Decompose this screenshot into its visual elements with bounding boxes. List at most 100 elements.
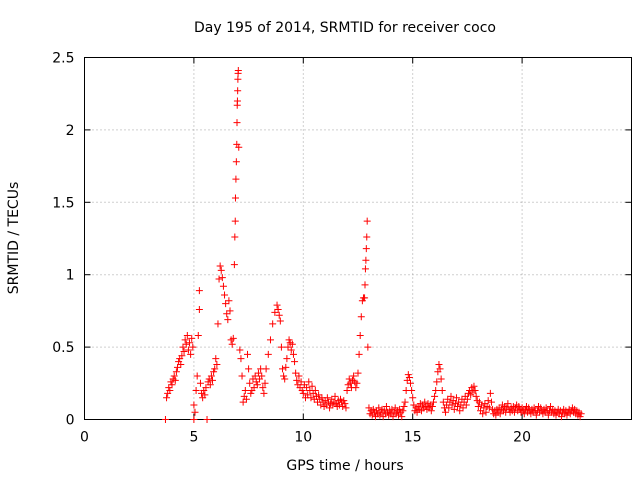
data-point (354, 369, 362, 377)
data-point (273, 301, 281, 309)
data-point (304, 391, 312, 399)
data-point (557, 413, 565, 421)
data-point (170, 372, 178, 380)
data-point (438, 387, 446, 395)
data-point (308, 382, 316, 390)
data-point (181, 336, 189, 344)
data-point (226, 307, 234, 315)
data-point (504, 400, 512, 408)
data-point (285, 336, 293, 344)
data-point (166, 387, 174, 395)
data-point (326, 404, 334, 412)
data-point (179, 343, 187, 351)
data-point (194, 332, 202, 340)
axes (84, 57, 632, 420)
data-point (448, 401, 456, 409)
plot-frame (84, 57, 632, 420)
x-tick-label: 10 (294, 430, 312, 446)
x-tick-label: 5 (189, 430, 198, 446)
data-point (239, 398, 247, 406)
data-point (222, 300, 230, 308)
data-point (207, 372, 215, 380)
data-point (401, 398, 409, 406)
data-point (201, 391, 209, 399)
data-point (577, 410, 585, 418)
data-point (487, 398, 495, 406)
data-point (191, 408, 199, 416)
data-point (329, 401, 337, 409)
data-point (250, 384, 258, 392)
data-point (298, 387, 306, 395)
data-point (228, 340, 236, 348)
data-point (245, 365, 253, 373)
data-point (484, 397, 492, 405)
data-point (361, 294, 369, 302)
data-point (224, 316, 232, 324)
data-point (172, 368, 180, 376)
data-point (232, 158, 240, 166)
data-point (295, 372, 303, 380)
data-point (433, 378, 441, 386)
data-point (183, 332, 191, 340)
data-point (252, 378, 260, 386)
data-point (454, 402, 462, 410)
data-point (297, 378, 305, 386)
data-point (376, 411, 384, 419)
data-point (352, 384, 360, 392)
data-point (542, 404, 550, 412)
data-point (237, 355, 245, 363)
data-point (369, 405, 377, 413)
data-point (236, 346, 244, 354)
data-point (452, 394, 460, 402)
data-point (532, 411, 540, 419)
data-point (456, 407, 464, 415)
tick-labels: 0 5 10 15 20 0 0.5 1 1.5 2 2.5 (52, 51, 531, 446)
data-point (238, 372, 246, 380)
data-point (231, 233, 239, 241)
data-point (202, 384, 210, 392)
data-point (496, 410, 504, 418)
data-point (244, 350, 252, 358)
data-point (362, 256, 370, 264)
data-point (407, 379, 415, 387)
data-point (459, 404, 467, 412)
data-point (389, 413, 397, 421)
data-point (208, 376, 216, 384)
data-point (356, 332, 364, 340)
data-point (195, 287, 203, 295)
data-point (431, 392, 439, 400)
y-axis-label: SRMTID / TECUs (6, 182, 22, 295)
data-point (377, 408, 385, 416)
data-point (442, 408, 450, 416)
data-point (323, 394, 331, 402)
data-point (552, 411, 560, 419)
data-point (163, 394, 171, 402)
data-point (486, 389, 494, 397)
data-point (485, 404, 493, 412)
data-point (291, 358, 299, 366)
data-point (353, 379, 361, 387)
data-point (284, 343, 292, 351)
data-point (188, 334, 196, 342)
data-point (336, 395, 344, 403)
data-point (307, 394, 315, 402)
grid-lines (84, 57, 632, 420)
data-point (515, 402, 523, 410)
data-point (190, 416, 198, 423)
data-point (518, 404, 526, 412)
data-point (260, 389, 268, 397)
data-point (282, 363, 290, 371)
data-point (242, 395, 250, 403)
data-point (421, 398, 429, 406)
data-point (254, 369, 262, 377)
data-point (563, 411, 571, 419)
data-point (258, 372, 266, 380)
data-point (435, 360, 443, 368)
data-point (190, 401, 198, 409)
data-point (231, 217, 239, 225)
data-point (288, 340, 296, 348)
data-point (470, 382, 478, 390)
data-point (276, 317, 284, 325)
data-point (362, 245, 370, 253)
